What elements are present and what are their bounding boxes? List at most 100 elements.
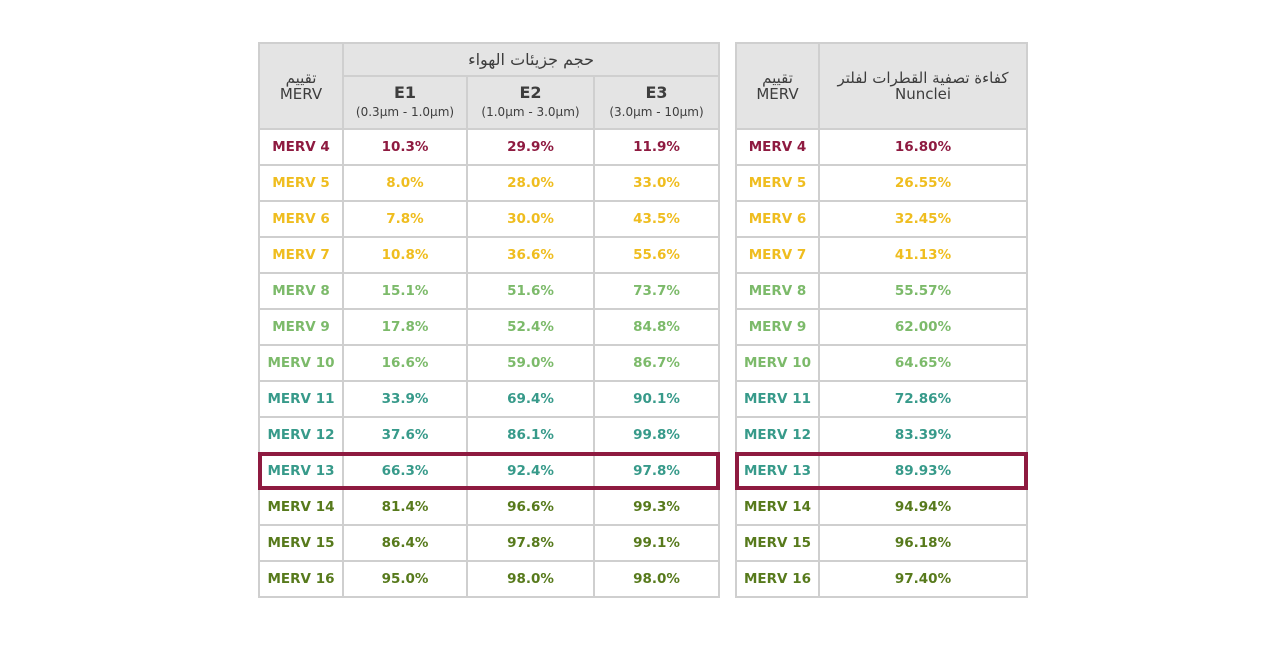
group-header: حجم جزيئات الهواء	[341, 42, 721, 77]
value-cell: 43.5%	[592, 200, 721, 238]
column-header: E2 (1.0µm - 3.0µm)	[466, 75, 595, 130]
value-cell: 94.94%	[818, 488, 1028, 526]
rating-cell: MERV 15	[735, 524, 820, 562]
value-cell: 11.9%	[592, 128, 721, 166]
column-name: E3	[645, 83, 668, 102]
value-cell: 96.18%	[818, 524, 1028, 562]
value-cell: 99.3%	[592, 488, 721, 526]
rating-cell: MERV 12	[735, 416, 820, 454]
row: MERV 5 26.55%	[735, 164, 1028, 202]
row: MERV 7 41.13%	[735, 236, 1028, 274]
rating-cell: MERV 14	[258, 488, 344, 526]
value-cell: 32.45%	[818, 200, 1028, 238]
value-cell: 41.13%	[818, 236, 1028, 274]
value-cell: 99.8%	[592, 416, 721, 454]
rating-cell: MERV 6	[735, 200, 820, 238]
rating-cell: MERV 10	[258, 344, 344, 382]
value-cell: 97.8%	[466, 524, 595, 562]
value-cell: 81.4%	[342, 488, 468, 526]
column-range: (1.0µm - 3.0µm)	[481, 105, 580, 119]
row: MERV 4 16.80%	[735, 128, 1028, 166]
rating-cell: MERV 4	[735, 128, 820, 166]
row: MERV 14 94.94%	[735, 488, 1028, 526]
rating-cell: MERV 15	[258, 524, 344, 562]
value-cell: 16.6%	[342, 344, 468, 382]
row: MERV 8 55.57%	[735, 272, 1028, 310]
rating-cell: MERV 11	[735, 380, 820, 418]
rating-cell: MERV 10	[735, 344, 820, 382]
efficiency-header: كفاءة تصفية القطرات لفلتر Nunclei	[818, 42, 1028, 130]
column-range: (0.3µm - 1.0µm)	[355, 105, 455, 119]
column-range: (3.0µm - 10µm)	[609, 105, 704, 119]
rating-cell: MERV 7	[258, 236, 344, 274]
row: MERV 9 17.8% 52.4% 84.8%	[258, 308, 721, 346]
row: MERV 12 37.6% 86.1% 99.8%	[258, 416, 721, 454]
row: MERV 10 16.6% 59.0% 86.7%	[258, 344, 721, 382]
rating-cell: MERV 9	[735, 308, 820, 346]
value-cell: 7.8%	[342, 200, 468, 238]
rating-cell: MERV 9	[258, 308, 344, 346]
value-cell: 86.1%	[466, 416, 595, 454]
rating-cell: MERV 6	[258, 200, 344, 238]
rating-cell: MERV 11	[258, 380, 344, 418]
column-header: E3 (3.0µm - 10µm)	[592, 75, 721, 130]
rating-cell: MERV 16	[735, 560, 820, 598]
value-cell: 97.40%	[818, 560, 1028, 598]
value-cell: 69.4%	[466, 380, 595, 418]
row: MERV 16 97.40%	[735, 560, 1028, 598]
highlight-box	[735, 452, 1028, 490]
value-cell: 95.0%	[342, 560, 468, 598]
row: MERV 12 83.39%	[735, 416, 1028, 454]
particle-table: تقييم MERV حجم جزيئات الهواء E1 (0.3µm - …	[258, 42, 721, 598]
rating-cell: MERV 8	[258, 272, 344, 310]
row: MERV 6 7.8% 30.0% 43.5%	[258, 200, 721, 238]
value-cell: 99.1%	[592, 524, 721, 562]
column-header: E1 (0.3µm - 1.0µm)	[342, 75, 468, 130]
column-name: E1	[393, 83, 417, 102]
value-cell: 64.65%	[818, 344, 1028, 382]
row: MERV 5 8.0% 28.0% 33.0%	[258, 164, 721, 202]
row: MERV 11 72.86%	[735, 380, 1028, 418]
value-cell: 29.9%	[466, 128, 595, 166]
value-cell: 83.39%	[818, 416, 1028, 454]
value-cell: 36.6%	[466, 236, 595, 274]
value-cell: 90.1%	[592, 380, 721, 418]
value-cell: 15.1%	[342, 272, 468, 310]
rating-cell: MERV 5	[258, 164, 344, 202]
rating-cell: MERV 5	[735, 164, 820, 202]
rating-cell: MERV 4	[258, 128, 344, 166]
value-cell: 73.7%	[592, 272, 721, 310]
rating-header: تقييم MERV	[258, 42, 344, 130]
row: MERV 11 33.9% 69.4% 90.1%	[258, 380, 721, 418]
value-cell: 26.55%	[818, 164, 1028, 202]
value-cell: 55.6%	[592, 236, 721, 274]
rating-header: تقييم MERV	[735, 42, 820, 130]
value-cell: 33.9%	[342, 380, 468, 418]
value-cell: 96.6%	[466, 488, 595, 526]
value-cell: 37.6%	[342, 416, 468, 454]
row: MERV 6 32.45%	[735, 200, 1028, 238]
rating-cell: MERV 7	[735, 236, 820, 274]
row: MERV 15 86.4% 97.8% 99.1%	[258, 524, 721, 562]
row: MERV 8 15.1% 51.6% 73.7%	[258, 272, 721, 310]
value-cell: 55.57%	[818, 272, 1028, 310]
value-cell: 59.0%	[466, 344, 595, 382]
value-cell: 62.00%	[818, 308, 1028, 346]
row: MERV 16 95.0% 98.0% 98.0%	[258, 560, 721, 598]
value-cell: 28.0%	[466, 164, 595, 202]
rating-cell: MERV 8	[735, 272, 820, 310]
rating-cell: MERV 13	[258, 452, 344, 490]
row: MERV 10 64.65%	[735, 344, 1028, 382]
value-cell: 86.4%	[342, 524, 468, 562]
value-cell: 10.8%	[342, 236, 468, 274]
value-cell: 17.8%	[342, 308, 468, 346]
value-cell: 84.8%	[592, 308, 721, 346]
value-cell: 72.86%	[818, 380, 1028, 418]
row: MERV 14 81.4% 96.6% 99.3%	[258, 488, 721, 526]
value-cell: 30.0%	[466, 200, 595, 238]
value-cell: 8.0%	[342, 164, 468, 202]
value-cell: 98.0%	[592, 560, 721, 598]
value-cell: 52.4%	[466, 308, 595, 346]
row: MERV 9 62.00%	[735, 308, 1028, 346]
value-cell: 98.0%	[466, 560, 595, 598]
